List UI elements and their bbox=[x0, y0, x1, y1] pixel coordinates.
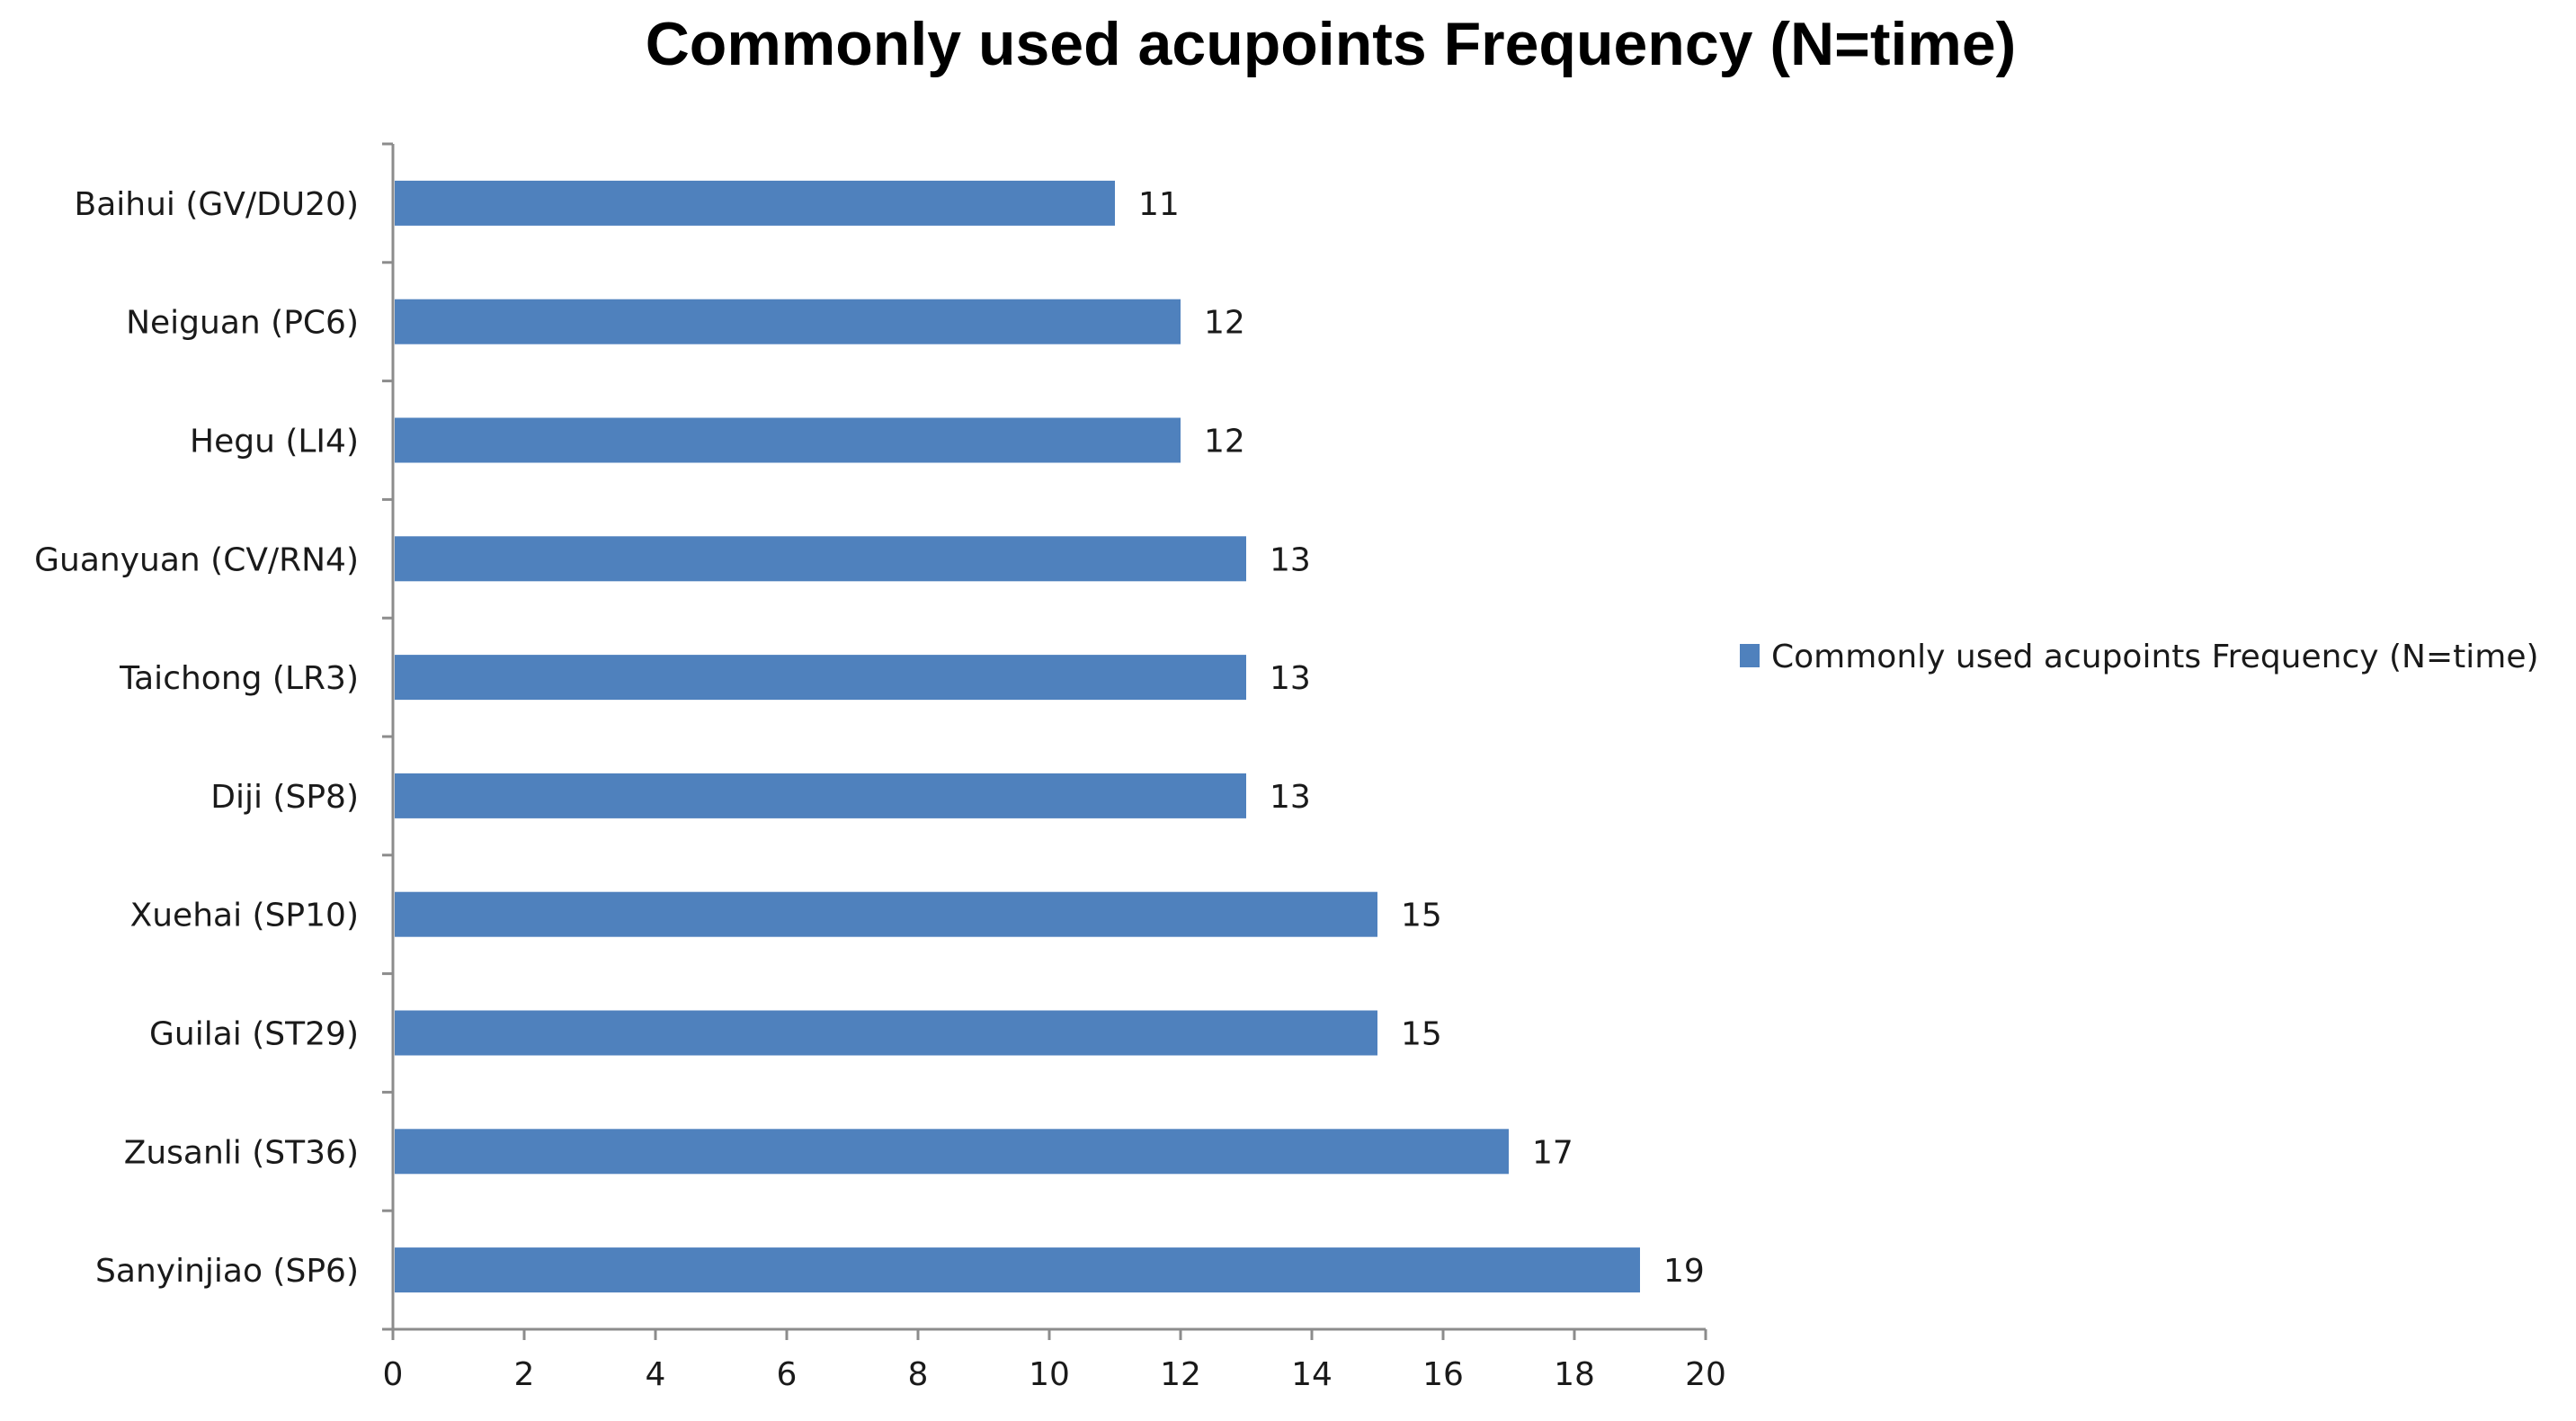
x-tick-label: 16 bbox=[1422, 1356, 1464, 1393]
x-tick-label: 2 bbox=[514, 1356, 535, 1393]
x-tick-label: 14 bbox=[1291, 1356, 1333, 1393]
bar bbox=[395, 299, 1181, 344]
category-label: Guilai (ST29) bbox=[149, 1016, 359, 1053]
x-tick-label: 4 bbox=[646, 1356, 666, 1393]
legend: Commonly used acupoints Frequency (N=tim… bbox=[1740, 639, 2539, 675]
category-label: Xuehai (SP10) bbox=[130, 898, 359, 934]
data-label: 19 bbox=[1663, 1253, 1705, 1290]
bar bbox=[395, 655, 1246, 701]
category-label: Guanyuan (CV/RN4) bbox=[34, 541, 359, 578]
data-label: 15 bbox=[1401, 898, 1442, 934]
bar bbox=[395, 180, 1115, 226]
category-label: Taichong (LR3) bbox=[119, 660, 359, 697]
bar bbox=[395, 536, 1246, 582]
data-label: 13 bbox=[1270, 541, 1311, 578]
bar bbox=[395, 1010, 1377, 1056]
data-label: 13 bbox=[1270, 660, 1311, 697]
category-label: Neiguan (PC6) bbox=[126, 305, 359, 342]
bar bbox=[395, 773, 1246, 818]
bar bbox=[395, 891, 1377, 937]
category-label: Sanyinjiao (SP6) bbox=[95, 1253, 359, 1290]
data-label: 12 bbox=[1204, 424, 1245, 460]
category-label: Diji (SP8) bbox=[210, 779, 359, 816]
x-tick-label: 12 bbox=[1160, 1356, 1201, 1393]
chart-title: Commonly used acupoints Frequency (N=tim… bbox=[646, 10, 2017, 78]
bar bbox=[395, 1129, 1509, 1175]
category-label: Hegu (LI4) bbox=[190, 424, 359, 460]
x-tick-label: 0 bbox=[383, 1356, 404, 1393]
plot-area: 0 2 4 6 8 10 12 14 16 18 20 Baihui (GV/DU20) 11 Neigu… bbox=[34, 142, 1726, 1393]
legend-swatch bbox=[1740, 644, 1760, 667]
data-label: 13 bbox=[1270, 779, 1311, 816]
x-tick-label: 18 bbox=[1554, 1356, 1595, 1393]
x-tick-label: 10 bbox=[1029, 1356, 1070, 1393]
bar bbox=[395, 417, 1181, 463]
data-label: 12 bbox=[1204, 305, 1245, 342]
legend-label: Commonly used acupoints Frequency (N=tim… bbox=[1771, 639, 2539, 675]
bar bbox=[395, 1247, 1640, 1293]
data-label: 11 bbox=[1138, 186, 1180, 223]
data-label: 17 bbox=[1532, 1134, 1573, 1171]
data-label: 15 bbox=[1401, 1016, 1442, 1053]
category-label: Baihui (GV/DU20) bbox=[75, 186, 359, 223]
category-label: Zusanli (ST36) bbox=[124, 1134, 359, 1171]
x-tick-label: 6 bbox=[777, 1356, 798, 1393]
x-tick-label: 8 bbox=[908, 1356, 929, 1393]
x-tick-label: 20 bbox=[1685, 1356, 1726, 1393]
